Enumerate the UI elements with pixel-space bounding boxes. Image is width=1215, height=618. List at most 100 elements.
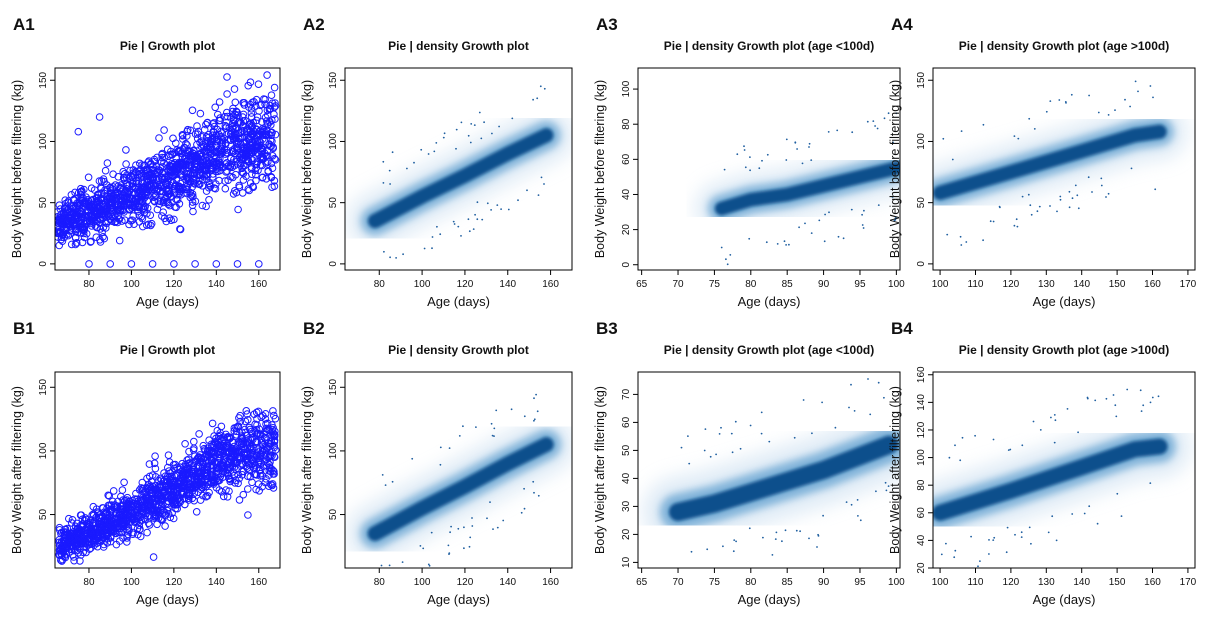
outlier-dot [720, 246, 723, 249]
data-point [211, 148, 219, 156]
data-point [244, 147, 253, 155]
data-point [164, 200, 172, 209]
x-axis-label: Age (days) [427, 592, 490, 607]
outlier-dot [948, 456, 951, 459]
data-point [248, 138, 257, 146]
data-point [174, 182, 183, 191]
outlier-point [233, 260, 242, 268]
outlier-dot [960, 130, 963, 133]
outlier-dot [431, 236, 434, 238]
data-point [104, 511, 112, 520]
data-point [229, 135, 238, 144]
outlier-dot [458, 435, 461, 437]
data-point [139, 179, 147, 188]
x-tick-label: 95 [854, 279, 866, 290]
outlier-dot [450, 525, 452, 528]
data-point [112, 540, 121, 549]
data-point [221, 150, 230, 158]
data-point [224, 162, 232, 171]
outlier-dot [1027, 193, 1030, 196]
outlier-dot [1087, 176, 1090, 179]
plot-frame [54, 371, 281, 569]
data-point [234, 205, 242, 214]
data-point [64, 217, 72, 226]
data-point [248, 434, 256, 442]
data-point [216, 429, 224, 437]
data-point [228, 146, 237, 155]
data-point [76, 210, 85, 218]
data-point [216, 138, 224, 146]
x-tick-label: 140 [1073, 279, 1090, 290]
outlier-dot [851, 131, 854, 134]
data-point [63, 539, 71, 548]
data-point [229, 115, 238, 124]
y-tick-label: 0 [38, 261, 49, 267]
data-point [219, 461, 227, 469]
y-tick-label: 50 [621, 444, 632, 456]
data-point [269, 424, 277, 432]
outlier-dot [1030, 542, 1032, 545]
y-tick-label: 100 [916, 449, 927, 466]
data-point [258, 144, 267, 153]
data-point [226, 136, 235, 144]
data-point [141, 500, 149, 509]
data-point [218, 469, 227, 478]
data-point [124, 189, 133, 198]
outlier-dot [869, 413, 872, 416]
data-point [195, 150, 204, 158]
data-point [252, 163, 261, 172]
data-point [187, 178, 195, 186]
x-tick-label: 150 [1109, 279, 1126, 290]
data-point [150, 197, 158, 205]
outlier-dot [850, 208, 853, 211]
data-point [236, 161, 245, 169]
data-point [74, 228, 82, 237]
data-point [86, 238, 95, 246]
data-point [253, 438, 262, 446]
plot-area [933, 388, 1191, 568]
data-point [109, 487, 118, 495]
panel-b4: B4 Pie | density Growth plot (age >100d) 1… [888, 319, 1197, 607]
data-point [172, 203, 180, 212]
data-point [132, 177, 141, 185]
plot-area [346, 393, 572, 571]
data-point [236, 411, 244, 420]
outlier-dot [457, 225, 460, 228]
data-point [149, 553, 158, 561]
data-point [90, 518, 98, 526]
x-tick-label: 75 [709, 577, 721, 588]
panel-label: A2 [303, 15, 325, 34]
outlier-dot [739, 447, 742, 450]
data-point [223, 108, 231, 117]
data-point [208, 419, 217, 428]
data-point [120, 478, 128, 487]
panel-a3: A3 Pie | density Growth plot (age <100d) 6… [593, 15, 905, 309]
data-point [140, 484, 148, 493]
outlier-dot [452, 220, 455, 223]
outlier-dot [510, 408, 513, 411]
outlier-dot [730, 432, 733, 435]
panel-label: B3 [596, 319, 618, 338]
data-point [86, 528, 94, 537]
outlier-dot [443, 132, 446, 135]
x-tick-label: 150 [1109, 577, 1126, 588]
outlier-dot [775, 531, 778, 534]
data-point [115, 518, 123, 526]
outlier-dot [802, 399, 805, 401]
data-point [203, 143, 211, 151]
data-point [72, 239, 81, 247]
outlier-dot [1058, 99, 1061, 101]
data-point [145, 496, 154, 505]
outlier-dot [480, 137, 483, 140]
outlier-dot [988, 539, 990, 541]
data-point [180, 462, 188, 471]
outlier-dot [406, 569, 408, 571]
outlier-dot [1013, 224, 1016, 227]
outlier-dot [391, 151, 394, 154]
data-point [119, 167, 127, 176]
data-point [105, 192, 114, 201]
data-point [123, 525, 131, 534]
outlier-dot [500, 208, 502, 211]
data-point [186, 126, 195, 135]
data-point [191, 130, 200, 138]
